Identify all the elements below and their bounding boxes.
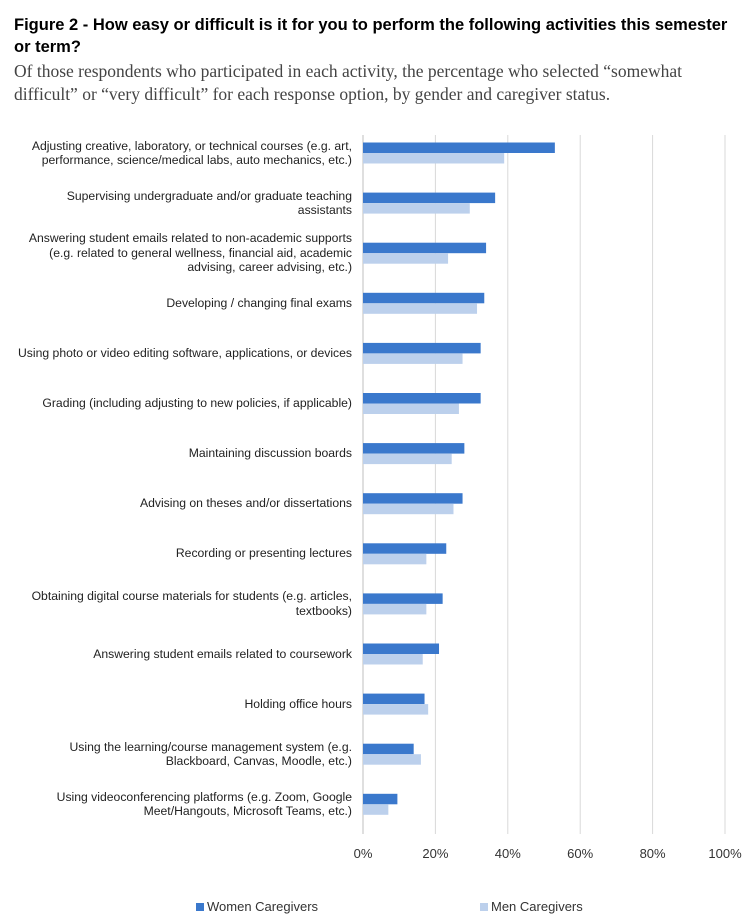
chart-title: Figure 2 - How easy or difficult is it f… bbox=[14, 16, 728, 56]
legend-label-men: Men Caregivers bbox=[491, 899, 583, 914]
bar-men-caregivers-5 bbox=[363, 403, 459, 414]
legend-item-women-caregivers: Women Caregivers bbox=[196, 899, 318, 914]
x-tick-label: 40% bbox=[495, 846, 521, 861]
category-label: Answering student emails related to non-… bbox=[28, 231, 352, 275]
bar-women-caregivers-8 bbox=[363, 543, 447, 554]
category-label: Advising on theses and/or dissertations bbox=[139, 496, 352, 511]
bar-men-caregivers-3 bbox=[363, 303, 478, 314]
bar-men-caregivers-8 bbox=[363, 553, 427, 565]
category-label: Developing / changing final exams bbox=[166, 295, 352, 310]
legend-swatch-men bbox=[480, 902, 488, 911]
category-label: Holding office hours bbox=[244, 696, 353, 711]
bar-men-caregivers-4 bbox=[363, 353, 463, 364]
x-tick-label: 0% bbox=[354, 846, 373, 861]
category-label: Maintaining discussion boards bbox=[188, 446, 352, 461]
category-label: Supervising undergraduate and/or graduat… bbox=[66, 188, 352, 218]
bar-women-caregivers-7 bbox=[363, 493, 463, 504]
legend-label-women: Women Caregivers bbox=[207, 899, 319, 914]
bar-women-caregivers-12 bbox=[363, 743, 414, 755]
bar-women-caregivers-1 bbox=[363, 192, 496, 204]
category-label: Using videoconferencing platforms (e.g. … bbox=[56, 789, 352, 819]
bar-men-caregivers-7 bbox=[363, 503, 454, 515]
bar-men-caregivers-6 bbox=[363, 453, 452, 465]
bar-women-caregivers-9 bbox=[363, 593, 443, 604]
x-tick-label: 80% bbox=[640, 846, 666, 861]
category-label: Answering student emails related to cour… bbox=[93, 646, 352, 661]
bar-women-caregivers-6 bbox=[363, 443, 465, 454]
category-label: Using photo or video editing software, a… bbox=[18, 345, 352, 360]
bar-women-caregivers-10 bbox=[363, 643, 440, 654]
bar-men-caregivers-9 bbox=[363, 603, 427, 615]
bar-women-caregivers-2 bbox=[363, 242, 487, 254]
category-label: Recording or presenting lectures bbox=[175, 546, 352, 561]
bar-women-caregivers-0 bbox=[363, 142, 555, 153]
bar-women-caregivers-3 bbox=[363, 292, 485, 304]
bar-women-caregivers-13 bbox=[363, 793, 398, 805]
bar-men-caregivers-0 bbox=[363, 153, 505, 164]
bar-men-caregivers-2 bbox=[363, 253, 449, 264]
bar-men-caregivers-13 bbox=[363, 804, 389, 815]
x-tick-label: 20% bbox=[422, 846, 448, 861]
bar-women-caregivers-5 bbox=[363, 393, 481, 404]
bar-men-caregivers-12 bbox=[363, 754, 421, 765]
category-label: Adjusting creative, laboratory, or techn… bbox=[31, 138, 352, 168]
bar-women-caregivers-11 bbox=[363, 693, 425, 705]
bar-men-caregivers-10 bbox=[363, 654, 423, 665]
bar-men-caregivers-1 bbox=[363, 203, 470, 214]
legend-item-men-caregivers: Men Caregivers bbox=[480, 899, 583, 914]
category-label: Using the learning/course management sys… bbox=[69, 739, 353, 769]
x-tick-label: 60% bbox=[567, 846, 593, 861]
x-tick-label: 100% bbox=[708, 846, 742, 861]
bar-men-caregivers-11 bbox=[363, 704, 429, 715]
category-label: Obtaining digital course materials for s… bbox=[31, 589, 352, 618]
bar-women-caregivers-4 bbox=[363, 342, 481, 354]
legend-swatch-women bbox=[196, 902, 204, 911]
chart-subtitle: Of those respondents who participated in… bbox=[14, 61, 682, 104]
category-label: Grading (including adjusting to new poli… bbox=[42, 396, 352, 410]
